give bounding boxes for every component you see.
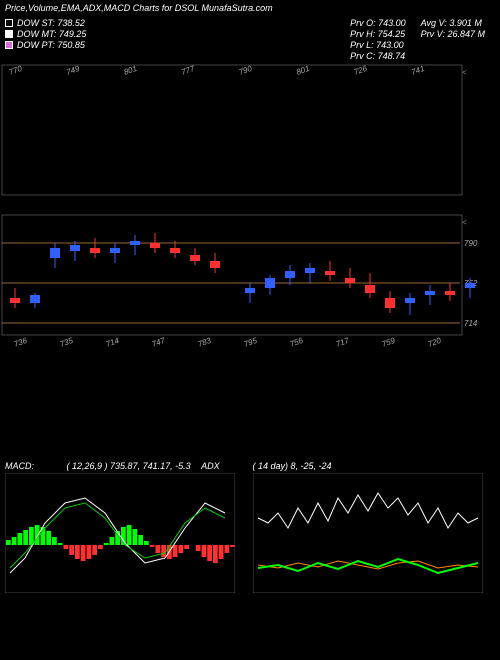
svg-text:747: 747 — [151, 336, 167, 349]
svg-text:756: 756 — [289, 336, 305, 349]
legend-item: DOW ST: 738.52 — [5, 18, 86, 28]
legend-row: DOW ST: 738.52DOW MT: 749.25DOW PT: 750.… — [0, 16, 500, 63]
adx-panel — [253, 473, 483, 593]
macd-panel — [5, 473, 235, 593]
adx-label: ADX — [201, 461, 220, 471]
svg-text:795: 795 — [243, 336, 259, 349]
legend-item: DOW MT: 749.25 — [5, 29, 86, 39]
legend-item: DOW PT: 750.85 — [5, 40, 86, 50]
svg-text:759: 759 — [381, 336, 397, 349]
svg-text:790: 790 — [238, 64, 254, 77]
svg-text:714: 714 — [105, 336, 121, 349]
svg-text:801: 801 — [295, 64, 311, 77]
chart-title: Price,Volume,EMA,ADX,MACD Charts for DSO… — [0, 0, 500, 16]
adx-params: ( 14 day) 8, -25, -24 — [253, 461, 332, 471]
candlestick-panel: 790752714736735714747783795756717759720< — [0, 213, 490, 351]
svg-text:777: 777 — [180, 64, 196, 77]
svg-text:801: 801 — [123, 64, 139, 77]
svg-text:783: 783 — [197, 336, 213, 349]
svg-text:714: 714 — [464, 319, 478, 328]
svg-text:<: < — [462, 218, 467, 227]
svg-text:790: 790 — [464, 239, 478, 248]
svg-text:717: 717 — [335, 336, 351, 349]
svg-text:749: 749 — [65, 64, 81, 77]
price-ema-panel: 770 749 801 777 790 801 726 741 <725.39 — [0, 63, 490, 213]
svg-text:736: 736 — [13, 336, 29, 349]
svg-text:726: 726 — [353, 64, 369, 77]
svg-text:770: 770 — [8, 64, 24, 77]
svg-text:<725.39: <725.39 — [462, 68, 467, 77]
macd-label: MACD: — [5, 461, 34, 471]
svg-text:741: 741 — [410, 64, 426, 77]
macd-params: ( 12,26,9 ) 735.87, 741.17, -5.3 — [67, 461, 191, 471]
svg-text:720: 720 — [427, 336, 443, 349]
svg-text:735: 735 — [59, 336, 75, 349]
